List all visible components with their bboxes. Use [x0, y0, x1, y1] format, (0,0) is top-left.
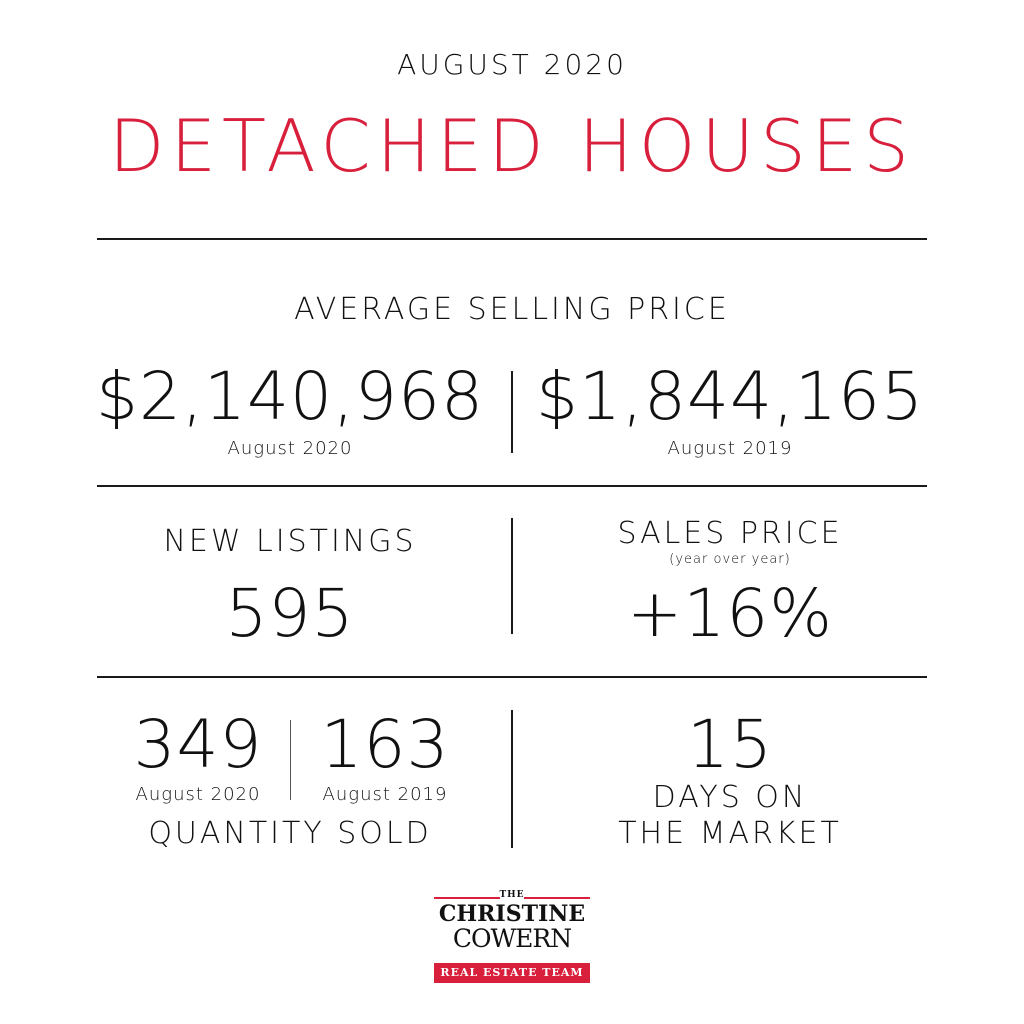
sales-price-label: SALES PRICE: [617, 516, 843, 551]
logo-rule-right: [524, 897, 590, 899]
quantity-sold-separator: [290, 720, 291, 800]
logo-the: THE: [499, 890, 525, 900]
divider-middle: [97, 485, 927, 487]
quantity-sold-label: QUANTITY SOLD: [148, 816, 432, 851]
divider-top: [97, 238, 927, 240]
sales-price-sublabel: (year over year): [669, 552, 791, 567]
logo-name-last: COWERN: [452, 924, 572, 953]
new-listings-label: NEW LISTINGS: [163, 524, 417, 559]
logo-rule-left: [434, 897, 500, 899]
avg-price-separator: [511, 371, 513, 453]
logo-band: REAL ESTATE TEAM: [434, 963, 590, 983]
days-on-market-label-line2: THE MARKET: [618, 816, 842, 851]
quantity-sold-previous-period: August 2019: [322, 784, 448, 805]
logo-name-first: CHRISTINE: [438, 901, 586, 927]
avg-price-current-period: August 2020: [227, 438, 353, 459]
sales-price-change: +16%: [627, 575, 833, 652]
avg-price-label: AVERAGE SELLING PRICE: [294, 292, 730, 327]
page-title: DETACHED HOUSES: [109, 104, 915, 188]
avg-price-current-value: $2,140,968: [96, 358, 484, 435]
quantity-sold-current-value: 349: [133, 706, 263, 783]
stats-separator-upper: [511, 518, 513, 634]
report-period: AUGUST 2020: [397, 48, 627, 81]
new-listings-value: 595: [225, 575, 355, 652]
divider-lower: [97, 676, 927, 678]
stats-separator-lower: [511, 710, 513, 848]
days-on-market-label-line1: DAYS ON: [652, 780, 808, 815]
days-on-market-value: 15: [687, 706, 773, 783]
quantity-sold-previous-value: 163: [320, 706, 450, 783]
avg-price-previous-period: August 2019: [667, 438, 793, 459]
quantity-sold-current-period: August 2020: [135, 784, 261, 805]
brand-logo: THE CHRISTINE COWERN REAL ESTATE TEAM: [412, 888, 612, 988]
avg-price-previous-value: $1,844,165: [536, 358, 924, 435]
